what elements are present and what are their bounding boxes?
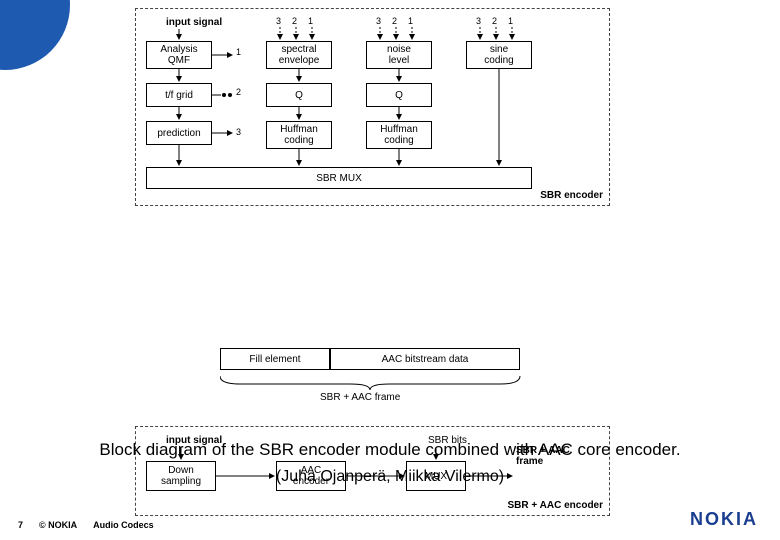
num-col2-3: 3 <box>276 16 281 26</box>
block-fill-element: Fill element <box>220 348 330 370</box>
nokia-logo: NOKIA <box>690 509 758 530</box>
block-huffman1: Huffman coding <box>266 121 332 149</box>
footer: 7 © NOKIA Audio Codecs <box>18 520 154 530</box>
block-q1: Q <box>266 83 332 107</box>
caption-main: Block diagram of the SBR encoder module … <box>0 440 780 460</box>
block-q2: Q <box>366 83 432 107</box>
footer-title: Audio Codecs <box>93 520 154 530</box>
num-col4-1: 1 <box>508 16 513 26</box>
num-col1-3: 3 <box>236 127 241 137</box>
footer-page: 7 <box>18 520 23 530</box>
block-noise-level: noise level <box>366 41 432 69</box>
block-spectral-envelope: spectral envelope <box>266 41 332 69</box>
num-col4-2: 2 <box>492 16 497 26</box>
footer-copyright: © NOKIA <box>39 520 77 530</box>
num-col1-1: 1 <box>236 47 241 57</box>
sbr-input-label: input signal <box>166 17 222 28</box>
num-col3-1: 1 <box>408 16 413 26</box>
sbr-encoder-group: SBR encoder input signal Analysis QMF t/… <box>135 8 610 206</box>
frame-label: SBR + AAC frame <box>320 392 400 403</box>
block-analysis-qmf: Analysis QMF <box>146 41 212 69</box>
block-huffman2: Huffman coding <box>366 121 432 149</box>
block-sine-coding: sine coding <box>466 41 532 69</box>
num-col4-3: 3 <box>476 16 481 26</box>
num-col3-3: 3 <box>376 16 381 26</box>
num-col1-2: 2 <box>236 87 241 97</box>
block-prediction: prediction <box>146 121 212 145</box>
corner-decoration <box>0 0 70 70</box>
block-aac-bitstream: AAC bitstream data <box>330 348 520 370</box>
frame-structure: Fill element AAC bitstream data SBR + AA… <box>220 348 540 408</box>
block-tf-grid: t/f grid <box>146 83 212 107</box>
aac-group-label: SBR + AAC encoder <box>508 500 603 511</box>
slide-content: SBR encoder input signal Analysis QMF t/… <box>90 8 710 296</box>
num-col2-1: 1 <box>308 16 313 26</box>
num-col3-2: 2 <box>392 16 397 26</box>
sbr-group-label: SBR encoder <box>540 190 603 201</box>
block-sbr-mux: SBR MUX <box>146 167 532 189</box>
caption-sub: (Juha Ojanperä, Miikka Vilermo) <box>0 468 780 486</box>
num-col2-2: 2 <box>292 16 297 26</box>
